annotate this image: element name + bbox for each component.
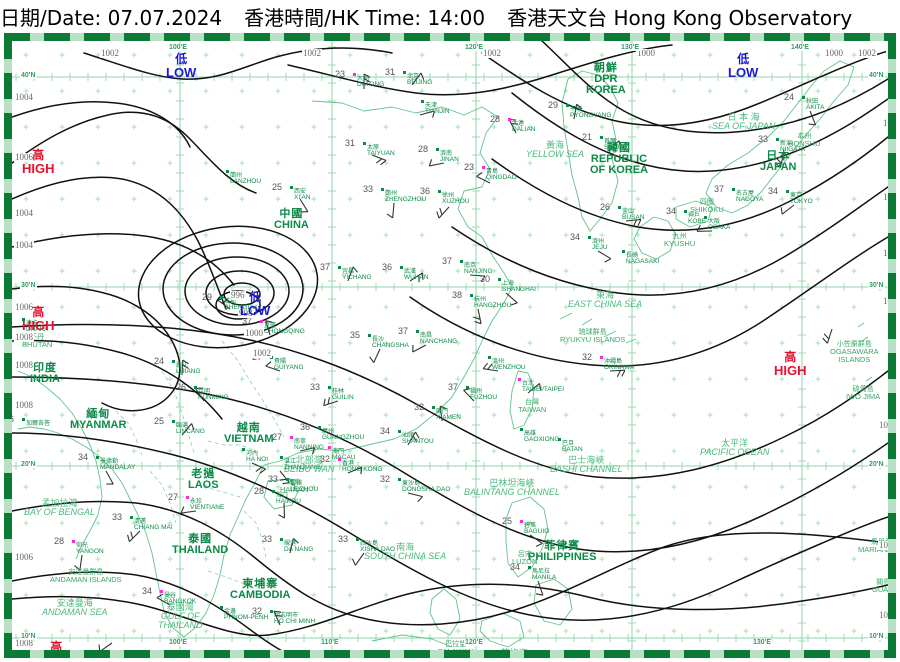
station-dot (482, 166, 485, 169)
station-dot (732, 188, 735, 191)
header-time: 香港時間/HK Time: 14:00 (244, 5, 486, 30)
station-dot (328, 446, 331, 449)
station-dot (558, 438, 561, 441)
map-canvas: 中國 CHINA 朝鮮 DPR KOREA 韓國 REPUBLIC OF KOREA 日本 JAP… (12, 41, 888, 650)
station-dot (220, 296, 223, 299)
station-dot (338, 266, 341, 269)
isobar-layer (12, 41, 888, 650)
station-dot (160, 590, 163, 593)
map-border-bottom (4, 650, 896, 658)
station-dot (220, 606, 223, 609)
station-dot (684, 210, 687, 213)
station-dot (172, 420, 175, 423)
station-dot (508, 118, 511, 121)
station-dot (260, 320, 263, 323)
station-dot (242, 448, 245, 451)
station-dot (618, 206, 621, 209)
station-dot (338, 458, 341, 461)
station-dot (786, 190, 789, 193)
station-dot (802, 96, 805, 99)
station-dot (280, 538, 283, 541)
station-dot (528, 566, 531, 569)
station-dot (356, 538, 359, 541)
station-dot (400, 266, 403, 269)
station-dot (520, 428, 523, 431)
map-border-right (888, 33, 896, 658)
coastline-layer (17, 60, 873, 648)
map-border-top (4, 33, 896, 41)
station-dot (270, 356, 273, 359)
station-dot (438, 190, 441, 193)
station-dot (488, 356, 491, 359)
station-dot (286, 478, 289, 481)
station-dot (22, 418, 25, 421)
station-dot (353, 73, 356, 76)
station-dot (280, 456, 283, 459)
station-dot (403, 71, 406, 74)
station-dot (290, 436, 293, 439)
station-dot (96, 456, 99, 459)
station-dot (381, 188, 384, 191)
station-dot (622, 250, 625, 253)
station-dot (421, 100, 424, 103)
station-dot (72, 540, 75, 543)
chart-header: 日期/Date: 07.07.2024 香港時間/HK Time: 14:00 … (0, 0, 900, 32)
station-dot (776, 138, 779, 141)
station-dot (436, 148, 439, 151)
station-dot (432, 406, 435, 409)
station-dot (518, 378, 521, 381)
station-dot (466, 386, 469, 389)
station-dot (704, 216, 707, 219)
header-organisation: 香港天文台 Hong Kong Observatory (507, 5, 853, 30)
station-dot (194, 386, 197, 389)
station-dot (368, 334, 371, 337)
station-dot (398, 430, 401, 433)
station-dot (398, 478, 401, 481)
station-dot (363, 142, 366, 145)
station-dot (272, 490, 275, 493)
station-dot (460, 260, 463, 263)
station-dot (290, 186, 293, 189)
station-dot (318, 426, 321, 429)
station-dot (470, 294, 473, 297)
station-dot (600, 356, 603, 359)
wind-barb-layer (74, 72, 833, 650)
station-dot (130, 516, 133, 519)
station-dot (172, 360, 175, 363)
station-dot (520, 520, 523, 523)
map-border-left (4, 33, 12, 658)
station-dot (270, 610, 273, 613)
station-dot (600, 136, 603, 139)
station-dot (498, 278, 501, 281)
station-dot (328, 386, 331, 389)
station-dot (588, 236, 591, 239)
station-dot (22, 318, 25, 321)
weather-map[interactable]: 中國 CHINA 朝鮮 DPR KOREA 韓國 REPUBLIC OF KOREA 日本 JAP… (4, 33, 896, 658)
station-dot (416, 330, 419, 333)
station-dot (226, 170, 229, 173)
header-date: 日期/Date: 07.07.2024 (0, 5, 223, 30)
station-dot (186, 496, 189, 499)
station-dot (566, 104, 569, 107)
